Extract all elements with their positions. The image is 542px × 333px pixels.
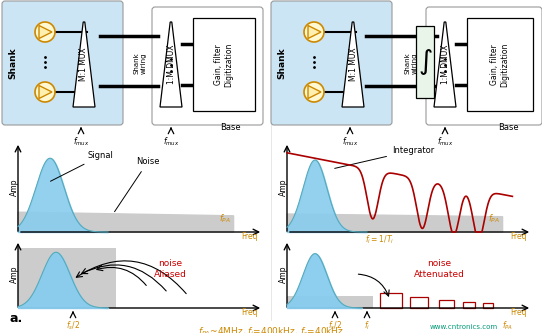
Text: www.cntronics.com: www.cntronics.com [430,324,498,330]
Text: $f_{mux}$: $f_{mux}$ [437,135,453,148]
Text: M:1 MUX: M:1 MUX [349,48,358,81]
Text: Amp: Amp [10,178,18,196]
Text: $f_{mux}$: $f_{mux}$ [73,135,89,148]
Text: Noise: Noise [114,158,159,212]
Circle shape [35,22,55,42]
Text: Freq: Freq [511,308,527,317]
Text: 1:M DMUX: 1:M DMUX [441,45,449,84]
FancyBboxPatch shape [152,7,263,125]
Text: Gain, filter
Digitization: Gain, filter Digitization [214,42,234,87]
Bar [483,303,493,308]
FancyBboxPatch shape [426,7,542,125]
Text: noise: noise [158,259,182,268]
Text: $f_{mux}$: $f_{mux}$ [163,135,179,148]
Text: Attenuated: Attenuated [414,270,464,279]
Text: Freq: Freq [511,232,527,241]
Text: Shank: Shank [278,47,287,79]
Text: Base: Base [220,123,241,132]
Bar [287,296,373,308]
Text: $f_i$: $f_i$ [364,319,370,331]
Text: $f_{PA}$: $f_{PA}$ [488,212,500,225]
Bar [416,26,434,98]
Circle shape [304,22,324,42]
FancyBboxPatch shape [2,1,123,125]
Polygon shape [160,22,182,107]
Text: $f_{PA}$: $f_{PA}$ [219,212,231,225]
Text: Amp: Amp [279,265,287,283]
Text: Shank
wiring: Shank wiring [404,52,417,74]
Text: Amp: Amp [10,265,18,283]
Text: noise: noise [427,259,451,268]
Text: $f_s/2$: $f_s/2$ [328,319,342,331]
Text: 1:M DMUX: 1:M DMUX [166,45,176,84]
Text: Shank
wiring: Shank wiring [133,52,146,74]
Polygon shape [39,86,52,99]
Text: Aliased: Aliased [153,270,186,279]
Text: Signal: Signal [50,151,114,181]
Bar [439,300,454,308]
Text: $f_{PA}$: $f_{PA}$ [502,319,513,331]
Polygon shape [73,22,95,107]
Text: Amp: Amp [279,178,287,196]
Text: Freq: Freq [242,232,258,241]
Text: $f_{mux}$: $f_{mux}$ [342,135,358,148]
Circle shape [304,82,324,102]
Circle shape [35,82,55,102]
Polygon shape [308,26,321,39]
Bar [463,302,475,308]
Polygon shape [287,214,502,232]
Polygon shape [308,86,321,99]
Polygon shape [434,22,456,107]
Text: Base: Base [498,123,519,132]
Text: Shank: Shank [9,47,17,79]
Polygon shape [342,22,364,107]
Text: $f_s/2$: $f_s/2$ [66,319,80,331]
Text: $f_{PA}$~4MHz, $f_i$=400kHz, $f_s$=40kHz: $f_{PA}$~4MHz, $f_i$=400kHz, $f_s$=40kHz [198,325,344,333]
Bar [193,18,255,111]
Text: Gain, filter
Digitization: Gain, filter Digitization [491,42,509,87]
Polygon shape [39,26,52,39]
Text: Freq: Freq [242,308,258,317]
FancyBboxPatch shape [271,1,392,125]
Bar [380,293,402,308]
Bar [410,297,428,308]
Text: $\int$: $\int$ [418,47,433,77]
Text: $f_i=1/T_i$: $f_i=1/T_i$ [365,233,395,245]
Text: M:1 MUX: M:1 MUX [80,48,88,81]
Bar [18,248,116,308]
Text: a.: a. [10,312,23,325]
Bar [467,18,533,111]
Text: Integrator: Integrator [335,146,434,168]
Polygon shape [18,212,234,232]
